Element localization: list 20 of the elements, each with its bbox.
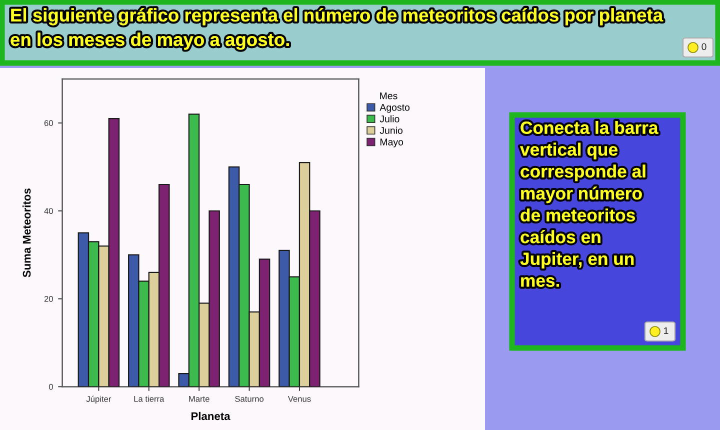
text: Conecta la barra vertical que corresponde al mayor número de meteoritos caídos en Jupiter, en un mes.: [520, 121, 658, 287]
legend-label: Mayo: [380, 138, 404, 148]
y-tick-label: 20: [44, 296, 53, 302]
x-tick-label: Marte: [189, 396, 210, 402]
text: 0: [702, 43, 706, 50]
legend-label: Julio: [380, 115, 400, 122]
x-tick-label: Venus: [288, 396, 311, 402]
legend-title: Mes: [380, 92, 398, 100]
x-tick-label: Júpiter: [86, 396, 112, 404]
x-tick-label: Saturno: [235, 396, 264, 402]
chart-title: El siguiente gráfico representa el número de meteoritos caídos por planeta en los meses de mayo a agosto.: [10, 8, 664, 50]
y-axis-title: Suma Meteoritos: [22, 188, 31, 278]
legend-label: Junio: [380, 126, 403, 134]
legend-label: Agosto: [380, 104, 410, 113]
y-tick-label: 40: [44, 208, 53, 214]
y-tick-label: 60: [44, 120, 53, 126]
y-tick-label: 0: [48, 384, 53, 390]
x-tick-label: La tierra: [134, 396, 164, 402]
x-axis-title: Planeta: [191, 412, 230, 420]
text: 1: [664, 327, 668, 334]
